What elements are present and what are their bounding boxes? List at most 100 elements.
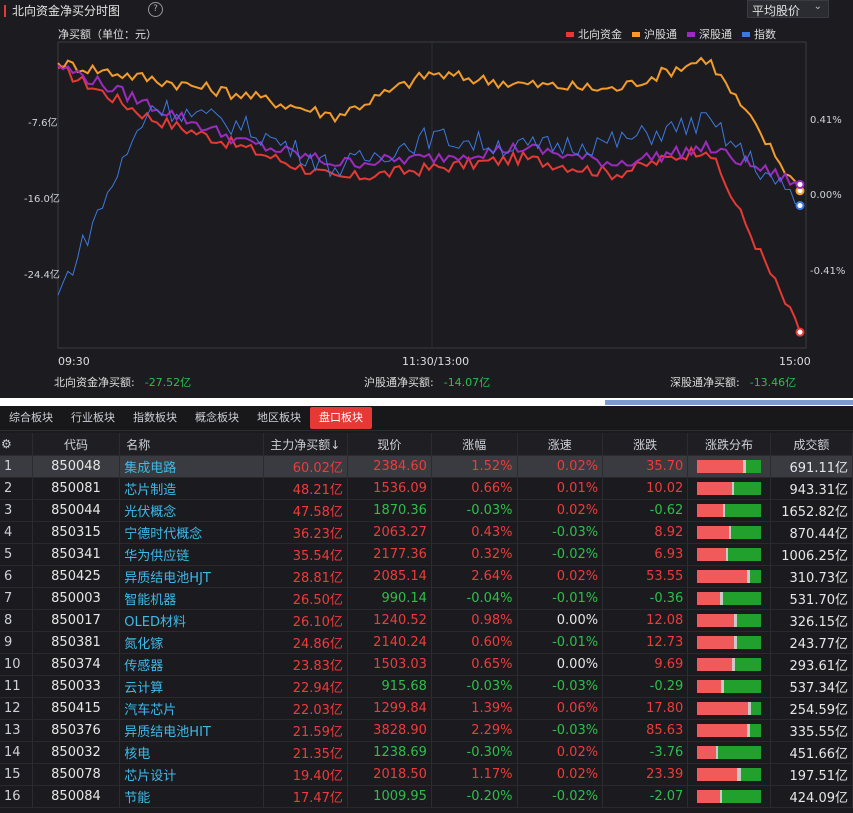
row-name[interactable]: 异质结电池HJT <box>119 565 264 588</box>
table-row[interactable]: 14 850032 核电 21.35亿 1238.69 -0.30% 0.02% -3.76 4… <box>0 741 853 764</box>
row-change: 0.98% <box>431 609 518 632</box>
table-row[interactable]: 2 850081 芯片制造 48.21亿 1536.09 0.66% 0.01% 10.02 9… <box>0 477 853 500</box>
row-name[interactable]: 氮化镓 <box>119 631 264 654</box>
series-end-marker-3 <box>795 201 805 211</box>
row-change: 0.32% <box>431 543 518 566</box>
tab-region[interactable]: 地区板块 <box>257 411 301 424</box>
y-tick-left: -7.6亿 <box>28 118 58 129</box>
col-chg[interactable]: 涨幅 <box>431 433 518 456</box>
distribution-bar <box>697 570 762 583</box>
y-tick-left: -16.0亿 <box>24 194 60 205</box>
table-row[interactable]: 5 850341 华为供应链 35.54亿 2177.36 0.32% -0.02% 6.93… <box>0 543 853 566</box>
col-amount[interactable]: 成交额 <box>770 433 853 456</box>
chart-legend: 北向资金 沪股通 深股通 指数 <box>566 26 776 42</box>
row-name[interactable]: 节能 <box>119 785 264 808</box>
row-net-buy: 26.10亿 <box>263 609 348 632</box>
row-change: -0.03% <box>431 675 518 698</box>
legend-item-index[interactable]: 指数 <box>742 26 776 42</box>
row-name[interactable]: 异质结电池HIT <box>119 719 264 742</box>
row-speed: -0.02% <box>517 785 604 808</box>
row-code: 850044 <box>32 499 121 522</box>
row-code: 850315 <box>32 521 121 544</box>
row-amount: 943.31亿 <box>770 477 853 500</box>
row-amount: 197.51亿 <box>770 763 853 786</box>
table-row[interactable]: 6 850425 异质结电池HJT 28.81亿 2085.14 2.64% 0.02% 53… <box>0 565 853 588</box>
row-number: 12 <box>0 697 33 720</box>
col-net[interactable]: 主力净买额↓ <box>263 433 348 456</box>
chart-panel: 北向资金净买分时图 ? 平均股价 ⌄ 净买额（单位：元） 北向资金 沪股通 深股通… <box>0 0 853 398</box>
table-row[interactable]: 11 850033 云计算 22.94亿 915.68 -0.03% -0.03% -0.29… <box>0 675 853 698</box>
table-row[interactable]: 4 850315 宁德时代概念 36.23亿 2063.27 0.43% -0.03% 8.9… <box>0 521 853 544</box>
col-price[interactable]: 现价 <box>347 433 432 456</box>
table-row[interactable]: 10 850374 传感器 23.83亿 1503.03 0.65% 0.00% 9.69 29… <box>0 653 853 676</box>
table-row[interactable]: 1 850048 集成电路 60.02亿 2384.60 1.52% 0.02% 35.70 6… <box>0 455 853 478</box>
row-speed: -0.03% <box>517 719 604 742</box>
row-name[interactable]: 集成电路 <box>119 455 264 478</box>
help-icon[interactable]: ? <box>148 2 163 17</box>
row-diff: 6.93 <box>602 543 689 566</box>
row-name[interactable]: 芯片设计 <box>119 763 264 786</box>
chart-title: 北向资金净买分时图 <box>4 2 120 19</box>
distribution-bar <box>697 658 762 671</box>
table-row[interactable]: 16 850084 节能 17.47亿 1009.95 -0.20% -0.02% -2.07… <box>0 785 853 808</box>
tab-index[interactable]: 指数板块 <box>133 411 177 424</box>
table-row[interactable]: 8 850017 OLED材料 26.10亿 1240.52 0.98% 0.00% 12.0… <box>0 609 853 632</box>
table-row[interactable]: 9 850381 氮化镓 24.86亿 2140.24 0.60% -0.01% 12.73 2… <box>0 631 853 654</box>
row-price: 2063.27 <box>347 521 432 544</box>
row-change: 1.17% <box>431 763 518 786</box>
row-net-buy: 60.02亿 <box>263 455 348 478</box>
legend-item-sh[interactable]: 沪股通 <box>632 26 677 42</box>
row-diff: -3.76 <box>602 741 689 764</box>
legend-item-north[interactable]: 北向资金 <box>566 26 622 42</box>
row-name[interactable]: 光伏概念 <box>119 499 264 522</box>
row-name[interactable]: 核电 <box>119 741 264 764</box>
series-end-marker-2 <box>795 179 805 189</box>
summary-sz: 深股通净买额: -13.46亿 <box>670 376 797 389</box>
col-name[interactable]: 名称 <box>119 433 264 456</box>
row-net-buy: 21.59亿 <box>263 719 348 742</box>
tab-industry[interactable]: 行业板块 <box>71 411 115 424</box>
row-distribution <box>687 609 771 632</box>
row-name[interactable]: 华为供应链 <box>119 543 264 566</box>
row-distribution <box>687 477 771 500</box>
col-code[interactable]: 代码 <box>32 433 121 456</box>
row-name[interactable]: 传感器 <box>119 653 264 676</box>
tab-concept[interactable]: 概念板块 <box>195 411 239 424</box>
settings-icon[interactable]: ⚙ <box>0 433 33 456</box>
row-name[interactable]: 宁德时代概念 <box>119 521 264 544</box>
price-mode-dropdown[interactable]: 平均股价 ⌄ <box>747 0 829 18</box>
table-row[interactable]: 15 850078 芯片设计 19.40亿 2018.50 1.17% 0.02% 23.39… <box>0 763 853 786</box>
tab-pankou[interactable]: 盘口板块 <box>310 407 372 429</box>
row-net-buy: 22.03亿 <box>263 697 348 720</box>
summary-sh: 沪股通净买额: -14.07亿 <box>364 376 491 389</box>
row-amount: 424.09亿 <box>770 785 853 808</box>
row-name[interactable]: 云计算 <box>119 675 264 698</box>
table-row[interactable]: 12 850415 汽车芯片 22.03亿 1299.84 1.39% 0.06% 17.80… <box>0 697 853 720</box>
col-diff[interactable]: 涨跌 <box>602 433 689 456</box>
row-name[interactable]: OLED材料 <box>119 609 264 632</box>
row-speed: 0.02% <box>517 455 604 478</box>
row-number: 16 <box>0 785 33 808</box>
row-speed: -0.01% <box>517 587 604 610</box>
row-change: -0.04% <box>431 587 518 610</box>
row-price: 2018.50 <box>347 763 432 786</box>
row-name[interactable]: 智能机器 <box>119 587 264 610</box>
table-row[interactable]: 13 850376 异质结电池HIT 21.59亿 3828.90 2.29% -0.03%… <box>0 719 853 742</box>
row-distribution <box>687 785 771 808</box>
col-dist[interactable]: 涨跌分布 <box>687 433 771 456</box>
row-name[interactable]: 汽车芯片 <box>119 697 264 720</box>
table-row[interactable]: 7 850003 智能机器 26.50亿 990.14 -0.04% -0.01% -0.36… <box>0 587 853 610</box>
row-diff: 12.73 <box>602 631 689 654</box>
table-row[interactable]: 3 850044 光伏概念 47.58亿 1870.36 -0.03% 0.02% -0.62… <box>0 499 853 522</box>
row-speed: 0.02% <box>517 565 604 588</box>
row-net-buy: 23.83亿 <box>263 653 348 676</box>
col-speed[interactable]: 涨速 <box>517 433 604 456</box>
row-name[interactable]: 芯片制造 <box>119 477 264 500</box>
legend-item-sz[interactable]: 深股通 <box>687 26 732 42</box>
tab-composite[interactable]: 综合板块 <box>9 411 53 424</box>
row-speed: 0.02% <box>517 499 604 522</box>
row-net-buy: 21.35亿 <box>263 741 348 764</box>
row-distribution <box>687 565 771 588</box>
row-code: 850376 <box>32 719 121 742</box>
row-diff: -0.36 <box>602 587 689 610</box>
